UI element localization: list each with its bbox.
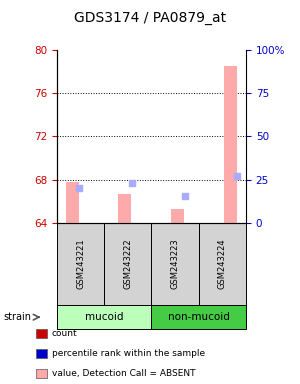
Bar (152, 305, 246, 329)
Bar (57, 223, 104, 305)
Bar (57, 305, 152, 329)
Bar (66, 182, 79, 223)
Bar (199, 223, 246, 305)
Text: value, Detection Call = ABSENT: value, Detection Call = ABSENT (52, 369, 195, 378)
Bar (36, 349, 47, 358)
Bar (104, 223, 152, 305)
Bar (36, 369, 47, 378)
Bar (118, 194, 131, 223)
Bar (36, 329, 47, 338)
Bar (171, 209, 184, 223)
Bar (224, 66, 237, 223)
Bar (152, 223, 199, 305)
Text: strain: strain (3, 312, 31, 322)
Text: GSM243221: GSM243221 (76, 239, 85, 289)
Text: GDS3174 / PA0879_at: GDS3174 / PA0879_at (74, 11, 226, 25)
Text: GSM243222: GSM243222 (123, 239, 132, 289)
Text: count: count (52, 329, 77, 338)
Text: non-mucoid: non-mucoid (168, 312, 230, 322)
Text: GSM243223: GSM243223 (171, 238, 180, 290)
Text: GSM243224: GSM243224 (218, 239, 227, 289)
Text: percentile rank within the sample: percentile rank within the sample (52, 349, 205, 358)
Text: mucoid: mucoid (85, 312, 124, 322)
